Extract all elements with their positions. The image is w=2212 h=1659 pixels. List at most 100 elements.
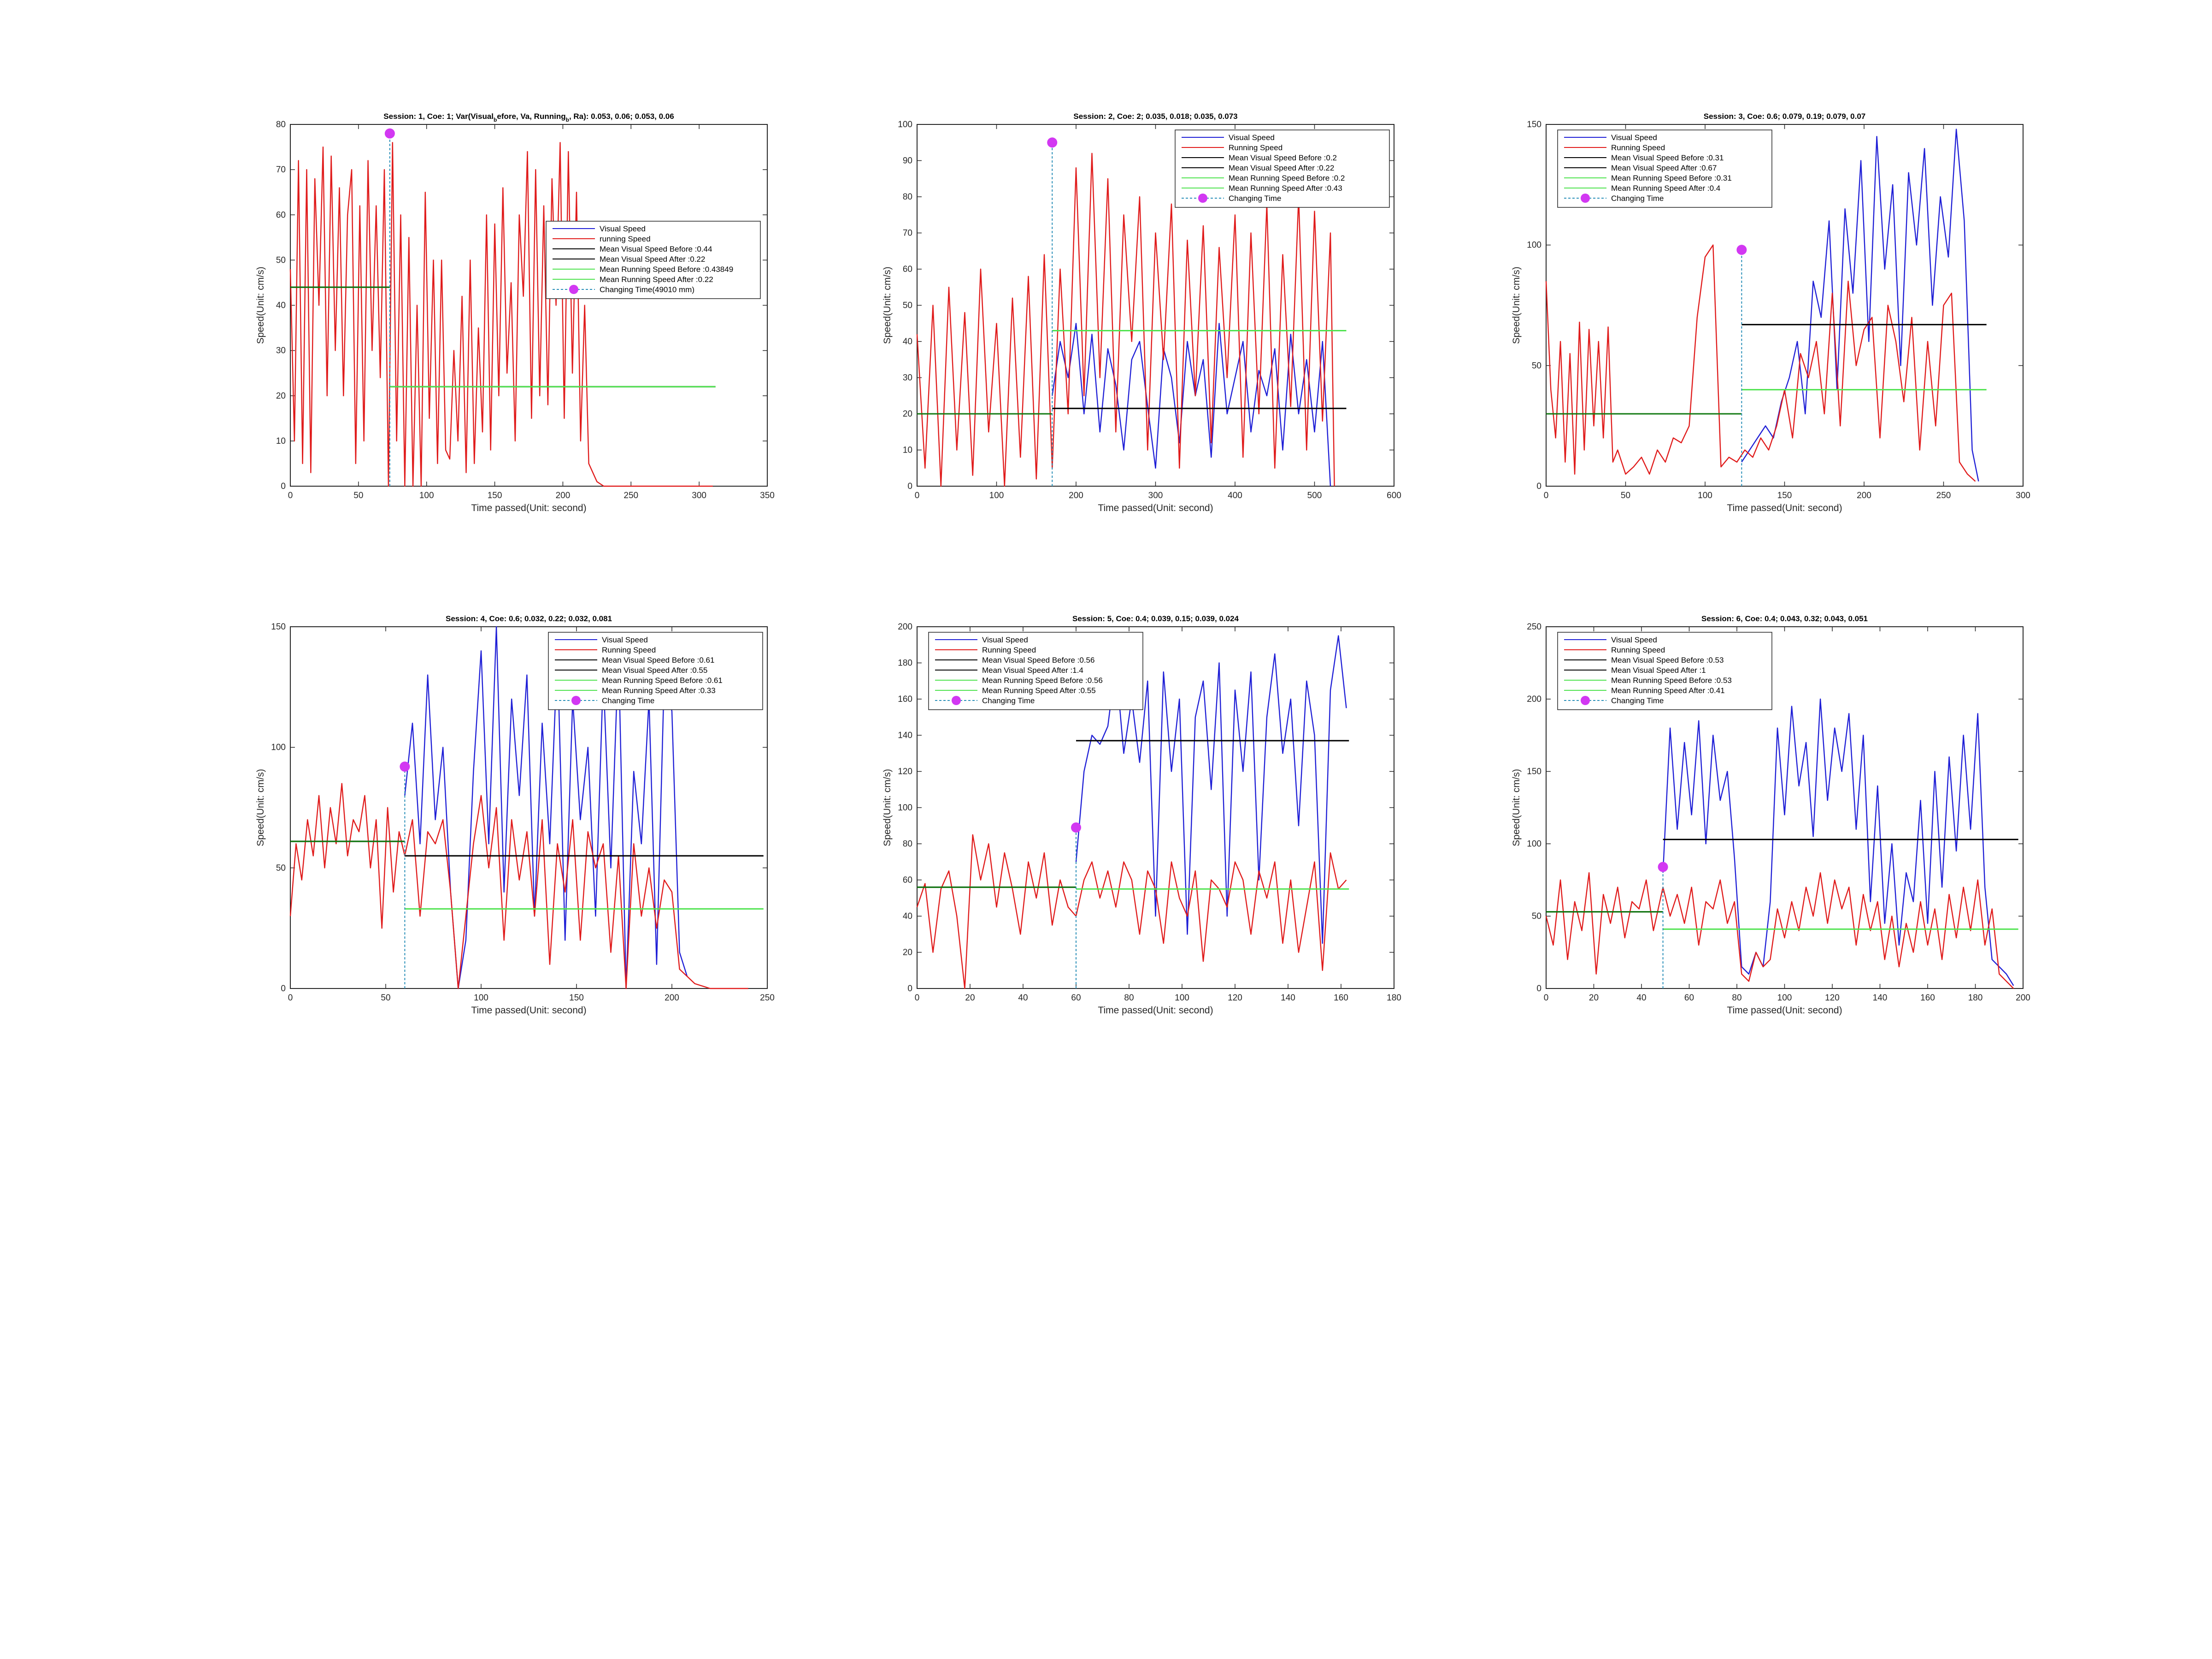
x-tick-label: 0: [915, 993, 920, 1003]
chart-panel-6: 0 20 40 60 80 100 120 140 160 180 200 0 50 100 150 200 2…: [1511, 614, 2030, 1016]
x-axis-label: Time passed(Unit: second): [1098, 1005, 1213, 1016]
legend-entry: Mean Visual Speed After :1.4: [982, 666, 1083, 675]
x-tick-label: 200: [1069, 491, 1083, 500]
y-tick-label: 0: [1536, 984, 1541, 994]
y-tick-label: 50: [1532, 912, 1541, 921]
legend-entry: Visual Speed: [1611, 133, 1657, 142]
x-tick-label: 120: [1228, 993, 1242, 1003]
legend-box: [548, 632, 763, 710]
chart-title: Session: 6, Coe: 0.4; 0.043, 0.32; 0.043…: [1701, 614, 1868, 623]
y-axis-label: Speed(Unit: cm/s): [882, 769, 893, 846]
y-tick-label: 180: [898, 659, 912, 668]
legend-entry: Changing Time: [602, 696, 654, 705]
chart-panel-5: 0 20 40 60 80 100 120 140 160 180 0 20 40 60 80 100 120 1…: [882, 614, 1401, 1016]
x-axis-label: Time passed(Unit: second): [1727, 503, 1842, 513]
legend-box: [1175, 129, 1390, 208]
legend-marker: [952, 696, 961, 705]
x-tick-label: 0: [915, 491, 920, 500]
y-tick-label: 100: [271, 743, 286, 753]
y-tick-label: 100: [898, 120, 912, 129]
x-tick-label: 350: [760, 491, 775, 500]
y-tick-label: 50: [276, 255, 286, 265]
legend-entry: Mean Running Speed After :0.22: [600, 275, 713, 284]
x-tick-label: 0: [288, 993, 293, 1003]
legend-entry: Visual Speed: [1229, 133, 1275, 142]
legend-entry: Mean Visual Speed Before :0.2: [1229, 153, 1337, 162]
legend-marker: [569, 285, 578, 294]
x-axis-label: Time passed(Unit: second): [1098, 503, 1213, 513]
legend-entry: Changing Time(49010 mm): [600, 285, 694, 294]
x-tick-label: 40: [1636, 993, 1646, 1003]
legend-entry: Changing Time: [1611, 194, 1664, 203]
chart-title: Session: 4, Coe: 0.6; 0.032, 0.22; 0.032…: [446, 614, 612, 623]
legend-marker: [1581, 194, 1590, 203]
changing-time-marker: [1071, 822, 1081, 833]
chart-panel-4: 0 50 100 150 200 250 0 50 100 150 Time passed(Unit…: [255, 614, 775, 1016]
x-tick-label: 100: [1777, 993, 1792, 1003]
visual-speed-line: [1662, 698, 2014, 986]
running-speed-line: [1545, 872, 2014, 989]
chart-panel-1: 0 50 100 150 200 250 300 350 0 10 20 30 40 50 60 70 80 Ti…: [255, 112, 775, 513]
x-tick-label: 150: [569, 993, 584, 1003]
y-tick-label: 30: [276, 346, 286, 356]
x-tick-label: 100: [1175, 993, 1189, 1003]
y-axis-label: Speed(Unit: cm/s): [255, 266, 266, 344]
running-speed-line: [916, 153, 1335, 487]
x-tick-label: 400: [1228, 491, 1242, 500]
y-tick-label: 200: [1527, 694, 1541, 704]
legend-entry: Mean Visual Speed After :0.55: [602, 666, 707, 675]
x-tick-label: 100: [1698, 491, 1712, 500]
legend-entry: Mean Running Speed After :0.4: [1611, 184, 1720, 193]
legend-entry: Mean Visual Speed After :1: [1611, 666, 1706, 675]
y-tick-label: 0: [281, 984, 286, 994]
x-tick-label: 80: [1732, 993, 1741, 1003]
x-tick-label: 300: [692, 491, 706, 500]
chart-title: Session: 1, Coe: 1; Var(Visualbefore, Va…: [383, 112, 674, 123]
x-tick-label: 20: [1589, 993, 1599, 1003]
y-tick-label: 20: [903, 948, 912, 958]
legend-entry: Mean Running Speed After :0.33: [602, 686, 716, 695]
legend-marker: [1198, 194, 1207, 203]
y-tick-label: 80: [903, 839, 912, 849]
x-tick-label: 180: [1968, 993, 1983, 1003]
chart-panel-3: 0 50 100 150 200 250 300 0 50 100 150 Time passed(U…: [1511, 112, 2030, 513]
legend-entry: Mean Running Speed Before :0.2: [1229, 174, 1345, 182]
x-tick-label: 80: [1124, 993, 1134, 1003]
running-speed-line: [289, 142, 713, 487]
x-tick-label: 200: [1857, 491, 1871, 500]
x-tick-label: 100: [419, 491, 434, 500]
legend-box: [1557, 129, 1772, 208]
y-tick-label: 150: [271, 622, 286, 632]
x-tick-label: 200: [556, 491, 571, 500]
changing-time-marker: [400, 761, 410, 772]
x-tick-label: 160: [1334, 993, 1348, 1003]
y-axis-label: Speed(Unit: cm/s): [1511, 266, 1522, 344]
y-tick-label: 50: [276, 863, 286, 873]
legend-entry: Changing Time: [982, 696, 1035, 705]
y-tick-label: 150: [1527, 767, 1541, 777]
legend-marker: [571, 696, 581, 705]
legend-box: [928, 632, 1143, 710]
x-axis-label: Time passed(Unit: second): [1727, 1005, 1842, 1016]
y-tick-label: 250: [1527, 622, 1541, 632]
legend-entry: Mean Running Speed After :0.55: [982, 686, 1096, 695]
x-tick-label: 0: [288, 491, 293, 500]
y-tick-label: 60: [903, 876, 912, 885]
y-tick-label: 140: [898, 731, 912, 741]
legend-marker: [1581, 696, 1590, 705]
x-tick-label: 50: [381, 993, 390, 1003]
x-axis-label: Time passed(Unit: second): [471, 503, 586, 513]
x-tick-label: 600: [1387, 491, 1401, 500]
x-tick-label: 300: [2016, 491, 2030, 500]
x-tick-label: 100: [989, 491, 1004, 500]
y-tick-label: 0: [1536, 482, 1541, 491]
legend-entry: Changing Time: [1229, 194, 1281, 203]
y-tick-label: 40: [903, 337, 912, 347]
legend-entry: Mean Visual Speed Before :0.56: [982, 656, 1094, 665]
legend-entry: Mean Running Speed Before :0.31: [1611, 174, 1732, 182]
